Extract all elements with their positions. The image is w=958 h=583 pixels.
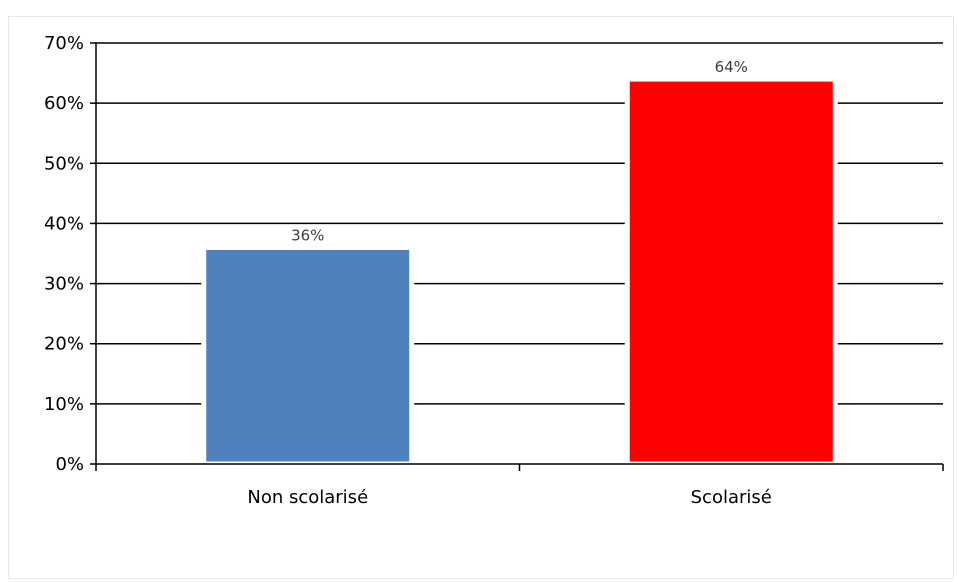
- y-tick-label: 70%: [44, 33, 84, 54]
- x-tick-label: Scolarisé: [691, 487, 772, 508]
- y-tick-label: 50%: [44, 153, 84, 174]
- bar: [624, 76, 838, 467]
- labels: 0% 10% 20% 30% 40% 50% 60% 70% 36% Non scolarisé 6…: [44, 33, 772, 508]
- x-tick-label: Non scolarisé: [247, 487, 368, 508]
- bars: [201, 76, 838, 467]
- y-tick-label: 30%: [44, 274, 84, 295]
- y-tick-label: 10%: [44, 394, 84, 415]
- bar: [201, 244, 415, 467]
- y-tick-label: 60%: [44, 93, 84, 114]
- y-tick-label: 20%: [44, 334, 84, 355]
- axes: [90, 42, 944, 471]
- data-label: 36%: [291, 226, 324, 244]
- data-label: 64%: [715, 58, 748, 76]
- y-tick-label: 0%: [55, 454, 84, 475]
- y-tick-label: 40%: [44, 213, 84, 234]
